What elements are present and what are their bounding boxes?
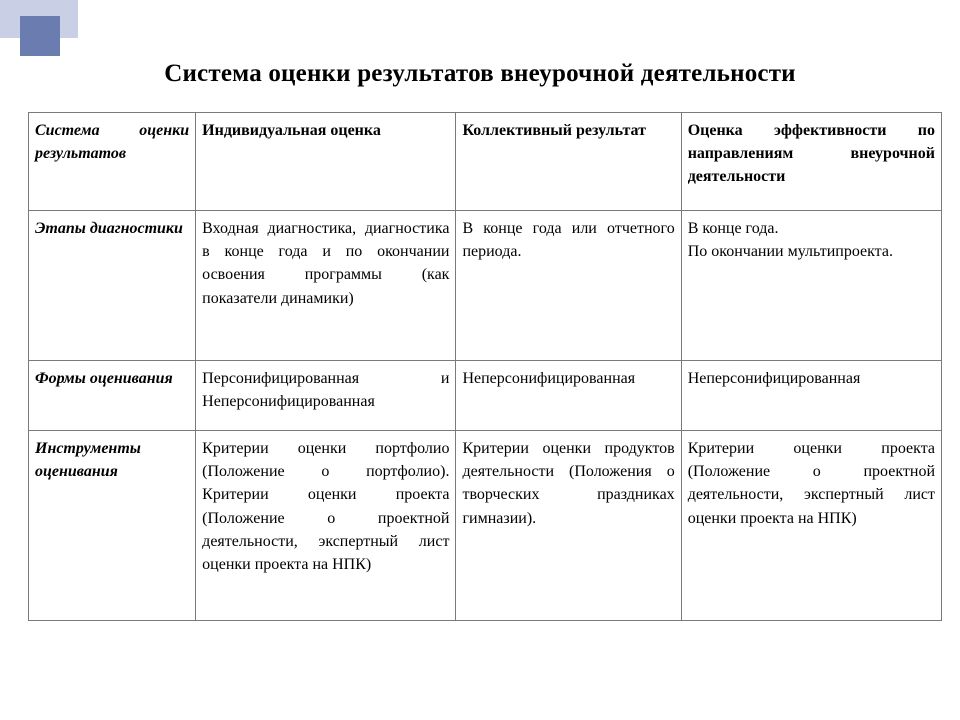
row-label: Формы оценивания <box>29 361 196 431</box>
table-cell: Персонифицированная и Неперсонифицирован… <box>196 361 456 431</box>
table-cell: Критерии оценки проекта (Положение о про… <box>681 431 941 621</box>
table-row: Формы оцениванияПерсонифицированная и Не… <box>29 361 942 431</box>
table-cell: В конце года или отчетного периода. <box>456 211 681 361</box>
assessment-table: Система оценки результатовИндивидуальная… <box>28 112 942 621</box>
table-row: Инструменты оцениванияКритерии оценки по… <box>29 431 942 621</box>
table-cell: Критерии оценки портфолио (Положение о п… <box>196 431 456 621</box>
row-label: Инструменты оценивания <box>29 431 196 621</box>
assessment-table-wrapper: Система оценки результатовИндивидуальная… <box>28 112 942 621</box>
table-cell: Входная диагностика, диагностика в конце… <box>196 211 456 361</box>
table-cell: В конце года.По окончании мультипроекта. <box>681 211 941 361</box>
table-cell: Коллективный результат <box>456 113 681 211</box>
table-cell: Критерии оценки продуктов деятельности (… <box>456 431 681 621</box>
table-row: Этапы диагностикиВходная диагностика, ди… <box>29 211 942 361</box>
table-cell: Неперсонифицированная <box>681 361 941 431</box>
table-row: Система оценки результатовИндивидуальная… <box>29 113 942 211</box>
row-label: Этапы диагностики <box>29 211 196 361</box>
page-title: Система оценки результатов внеурочной де… <box>0 60 960 88</box>
row-label: Система оценки результатов <box>29 113 196 211</box>
table-cell: Индивидуальная оценка <box>196 113 456 211</box>
corner-accent-dark <box>20 16 60 56</box>
table-cell: Неперсонифицированная <box>456 361 681 431</box>
table-cell: Оценка эффективности по направлениям вне… <box>681 113 941 211</box>
